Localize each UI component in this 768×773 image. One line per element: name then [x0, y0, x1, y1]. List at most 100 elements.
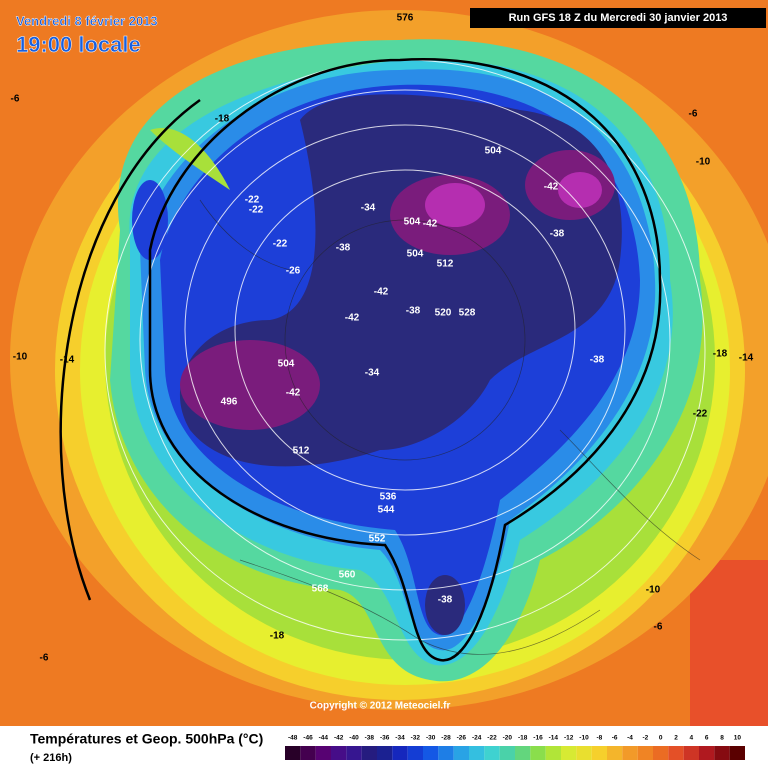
scale-label: -12	[564, 735, 574, 742]
scale-swatch	[377, 746, 393, 760]
scale-swatch	[438, 746, 454, 760]
map-label: 520	[435, 308, 452, 319]
map-label: -22	[693, 409, 708, 420]
map-label: -14	[60, 355, 75, 366]
run-box	[470, 8, 766, 28]
scale-swatch	[591, 746, 607, 760]
map-label: 504	[485, 146, 502, 157]
map-label: -26	[286, 266, 301, 277]
scale-swatch	[331, 746, 347, 760]
scale-swatch	[453, 746, 469, 760]
scale-label: -16	[533, 735, 543, 742]
scale-swatch	[346, 746, 362, 760]
scale-swatch	[545, 746, 561, 760]
copyright: Copyright © 2012 Meteociel.fr	[310, 701, 451, 712]
map-label: 504	[278, 359, 295, 370]
map-label: 528	[459, 308, 476, 319]
scale-label: 4	[690, 735, 694, 742]
scale-swatch	[515, 746, 531, 760]
scale-swatch	[699, 746, 715, 760]
scale-swatch	[484, 746, 500, 760]
scale-label: -30	[426, 735, 436, 742]
scale-label: 10	[734, 735, 742, 742]
map-label: -22	[245, 195, 260, 206]
scale-label: -8	[596, 735, 602, 742]
map-label: -22	[249, 205, 264, 216]
scale-swatch	[407, 746, 423, 760]
map-label: -14	[739, 353, 754, 364]
map-label: -6	[40, 653, 49, 664]
map-label: -18	[713, 349, 728, 360]
map-label: 512	[437, 259, 454, 270]
scale-label: -46	[303, 735, 313, 742]
scale-swatch	[729, 746, 745, 760]
run-info: Run GFS 18 Z du Mercredi 30 janvier 2013	[509, 12, 728, 24]
scale-label: 0	[659, 735, 663, 742]
map-label: -38	[590, 355, 605, 366]
map-label: -6	[11, 94, 20, 105]
scale-swatch	[499, 746, 515, 760]
scale-label: -18	[518, 735, 528, 742]
map	[0, 0, 768, 726]
scale-label: -34	[395, 735, 405, 742]
scale-label: -24	[472, 735, 482, 742]
scale-label: -40	[349, 735, 359, 742]
scale-swatch	[714, 746, 730, 760]
footer-title: Températures et Geop. 500hPa (°C)	[30, 731, 263, 747]
scale-swatch	[469, 746, 485, 760]
scale-label: -6	[612, 735, 618, 742]
scale-label: -44	[319, 735, 329, 742]
scale-label: -14	[549, 735, 559, 742]
scale-label: -38	[365, 735, 375, 742]
map-label: -38	[438, 595, 453, 606]
scale-label: -4	[627, 735, 633, 742]
map-label: 496	[221, 397, 238, 408]
scale-swatch	[653, 746, 669, 760]
scale-label: 2	[674, 735, 678, 742]
scale-swatch	[315, 746, 331, 760]
map-label: 576	[397, 13, 414, 24]
map-label: -42	[374, 287, 389, 298]
map-label: -42	[544, 182, 559, 193]
scale-swatch	[300, 746, 316, 760]
map-label: 536	[380, 492, 397, 503]
color-scale: -48 -46 -44 -42 -40 -38 -36 -34 -32 -30 -28 -26 -24-…	[285, 735, 745, 760]
map-label: -42	[345, 313, 360, 324]
map-label: -38	[336, 243, 351, 254]
map-label: -34	[361, 203, 376, 214]
map-label: 552	[369, 534, 386, 545]
scale-swatch	[392, 746, 408, 760]
scale-label: 6	[705, 735, 709, 742]
map-label: -38	[550, 229, 565, 240]
scale-label: -36	[380, 735, 390, 742]
scale-swatch	[361, 746, 377, 760]
map-label: -34	[365, 368, 380, 379]
map-label: -10	[13, 352, 28, 363]
map-label: -22	[273, 239, 288, 250]
map-label: 568	[312, 584, 329, 595]
map-label: -42	[286, 388, 301, 399]
map-label: 512	[293, 446, 310, 457]
map-label: -18	[215, 114, 230, 125]
scale-label: -22	[487, 735, 497, 742]
scale-label: -42	[334, 735, 344, 742]
scale-label: -48	[288, 735, 298, 742]
map-label: -10	[646, 585, 661, 596]
map-label: 560	[339, 570, 356, 581]
map-label: 544	[378, 505, 395, 516]
forecast-date: Vendredi 8 février 2013	[16, 13, 158, 28]
scale-swatch	[285, 746, 301, 760]
lead-time: (+ 216h)	[30, 752, 72, 764]
scale-label: -26	[457, 735, 467, 742]
map-label: -10	[696, 157, 711, 168]
map-label: -6	[689, 109, 698, 120]
scale-swatch	[637, 746, 653, 760]
map-label: -42	[423, 219, 438, 230]
scale-swatch	[530, 746, 546, 760]
scale-label: -28	[441, 735, 451, 742]
scale-swatch	[622, 746, 638, 760]
scale-swatch	[607, 746, 623, 760]
map-label: -18	[270, 631, 285, 642]
